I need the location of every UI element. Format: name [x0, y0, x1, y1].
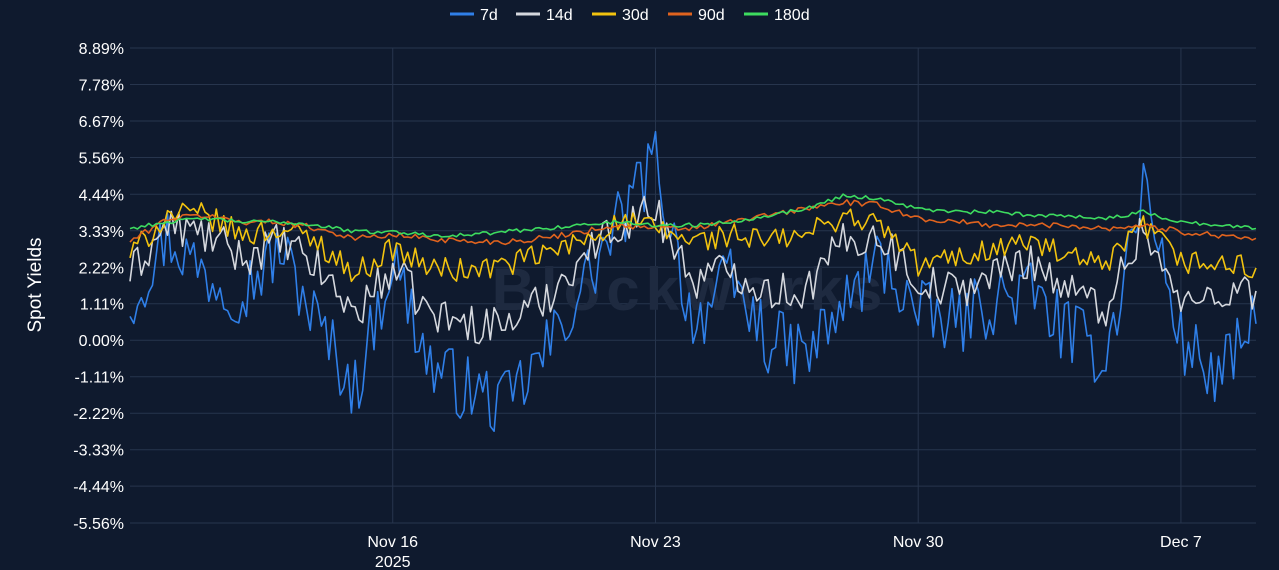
- legend-label: 30d: [622, 7, 649, 24]
- y-tick-label: -2.22%: [73, 406, 124, 423]
- y-tick-label: -3.33%: [73, 443, 124, 460]
- legend-item-7d[interactable]: 7d: [450, 7, 498, 24]
- legend-item-14d[interactable]: 14d: [516, 7, 573, 24]
- y-tick-label: 1.11%: [80, 297, 124, 314]
- y-tick-label: 4.44%: [79, 187, 124, 204]
- legend-label: 7d: [480, 7, 498, 24]
- legend[interactable]: 7d 14d 30d 90d 180d: [450, 7, 810, 24]
- y-axis-ticks: 8.89% 7.78% 6.67% 5.56% 4.44% 3.33% 2.22% 1.11%…: [73, 41, 124, 533]
- x-tick-label: Nov 16: [367, 534, 418, 551]
- legend-item-180d[interactable]: 180d: [744, 7, 810, 24]
- legend-item-30d[interactable]: 30d: [592, 7, 649, 24]
- y-tick-label: 8.89%: [79, 41, 124, 58]
- x-tick-label: Nov 30: [893, 534, 944, 551]
- x-tick-label: Nov 23: [630, 534, 681, 551]
- legend-item-90d[interactable]: 90d: [668, 7, 725, 24]
- y-tick-label: -4.44%: [73, 479, 124, 496]
- x-tick-label: Dec 7: [1160, 534, 1202, 551]
- y-tick-label: 3.33%: [79, 224, 124, 241]
- y-tick-label: -5.56%: [73, 516, 124, 533]
- series-line-7d: [129, 130, 1257, 433]
- series-lines: [129, 130, 1257, 433]
- y-tick-label: 2.22%: [79, 260, 124, 277]
- series-line-30d: [129, 202, 1257, 283]
- series-line-180d: [129, 193, 1257, 238]
- y-tick-label: 7.78%: [79, 77, 124, 94]
- legend-label: 14d: [546, 7, 573, 24]
- y-axis-title: Spot Yields: [25, 237, 46, 332]
- x-tick-year-label: 2025: [375, 554, 411, 570]
- x-axis-ticks: Nov 16 2025 Nov 23 Nov 30 Dec 7: [367, 534, 1202, 570]
- y-tick-label: 6.67%: [79, 114, 124, 131]
- legend-label: 180d: [774, 7, 810, 24]
- legend-label: 90d: [698, 7, 725, 24]
- y-tick-label: 0.00%: [79, 333, 124, 350]
- y-tick-label: 5.56%: [79, 150, 124, 167]
- y-tick-label: -1.11%: [74, 370, 124, 387]
